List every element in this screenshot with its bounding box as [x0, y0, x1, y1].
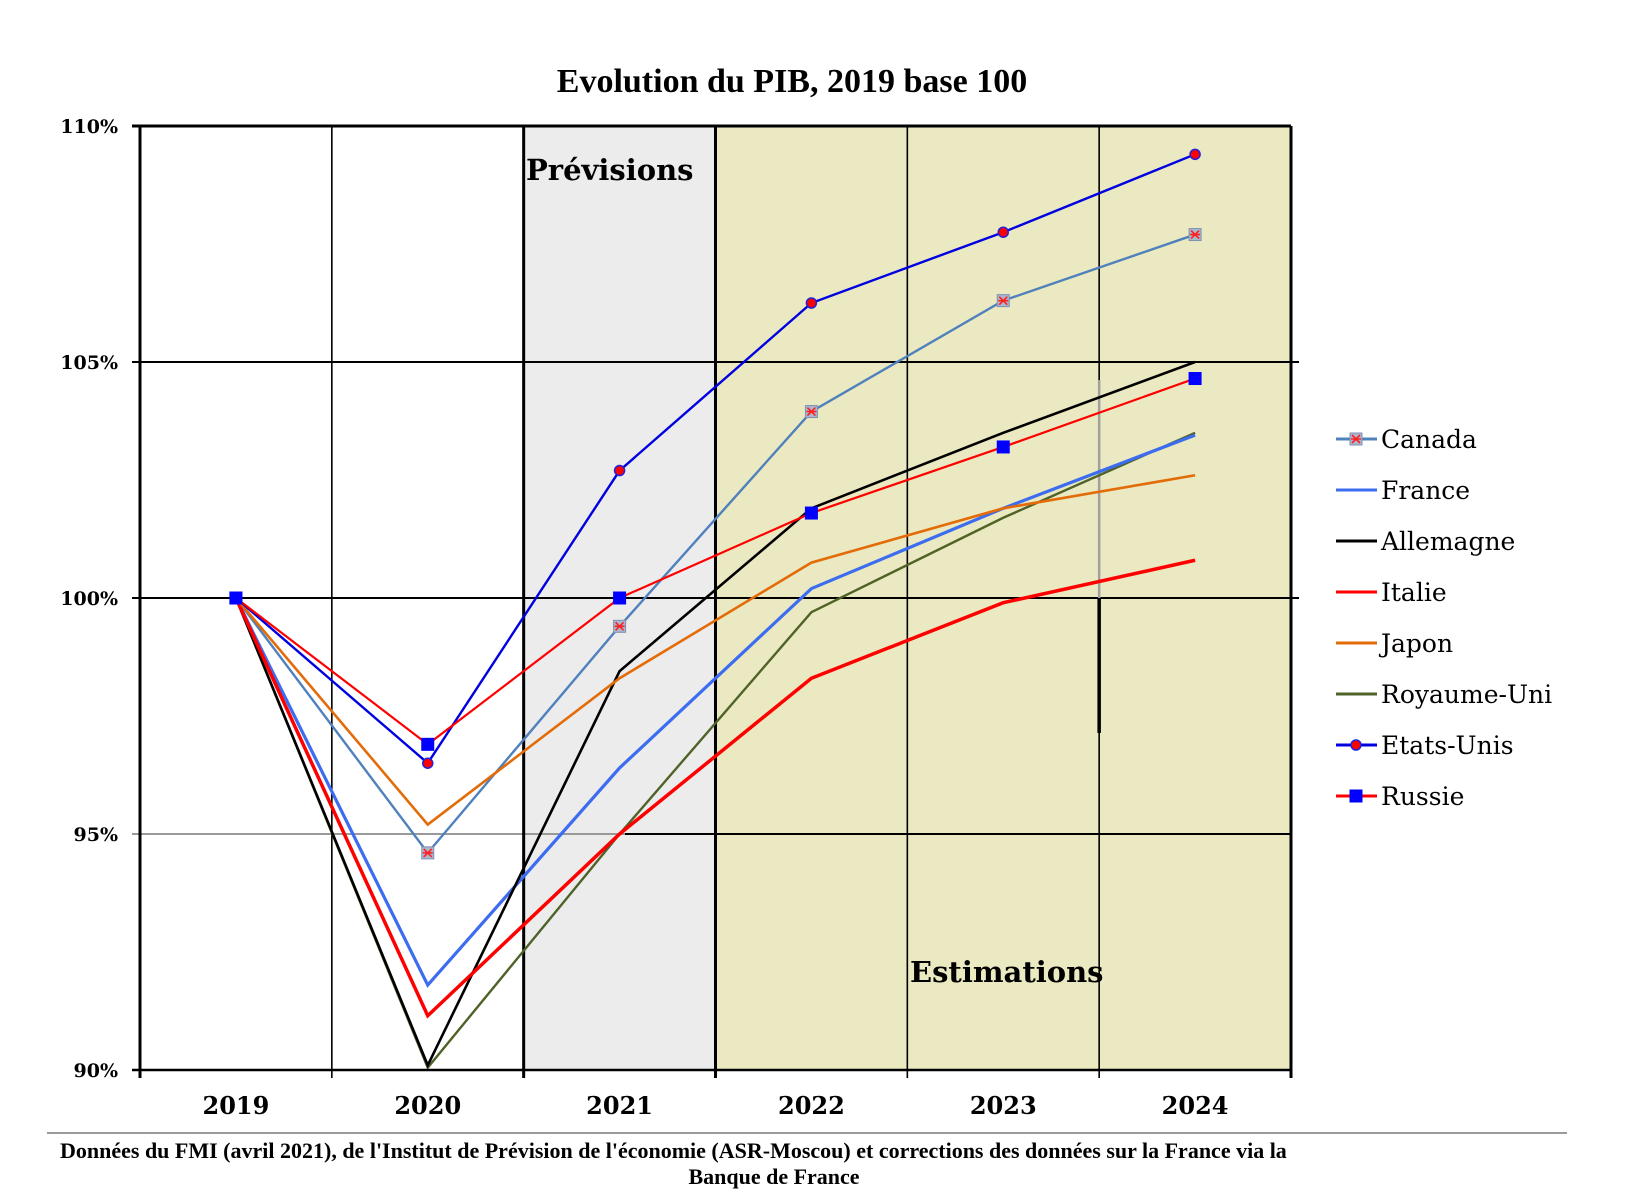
- y-axis-labels: 90% 95% 100% 105% 110%: [60, 116, 118, 1082]
- axes: [132, 124, 1293, 1078]
- series-france: [234, 433, 1196, 988]
- data-point: [997, 226, 1009, 238]
- data-point: [805, 297, 818, 309]
- legend-label: Canada: [1381, 425, 1477, 454]
- legend-item: Canada: [1336, 425, 1477, 454]
- x-tick-label: 2019: [203, 1091, 270, 1120]
- data-point: [229, 591, 243, 605]
- y-tick-label: 110%: [60, 116, 118, 138]
- legend-item: Allemagne: [1336, 527, 1515, 556]
- data-point: [1188, 372, 1202, 386]
- legend-label: Etats-Unis: [1381, 731, 1514, 760]
- chart-title: Evolution du PIB, 2019 base 100: [557, 63, 1027, 100]
- data-point: [804, 506, 818, 520]
- legend-marker: [1349, 789, 1363, 803]
- legend-item: Royaume-Uni: [1336, 680, 1552, 709]
- x-axis-labels: 2019 2020 2021 2022 2023 2024: [203, 1091, 1229, 1120]
- x-tick-label: 2024: [1162, 1091, 1229, 1120]
- legend-item: Etats-Unis: [1336, 731, 1514, 760]
- data-point: [1188, 228, 1202, 242]
- series-line: [234, 233, 1196, 855]
- legend-label: Allemagne: [1380, 527, 1515, 556]
- legend-label: Italie: [1381, 578, 1447, 607]
- data-point: [996, 294, 1010, 308]
- series-line: [235, 377, 1196, 746]
- previsions-label: Prévisions: [526, 153, 694, 187]
- legend-item: Russie: [1336, 782, 1464, 811]
- series-italie: [234, 558, 1196, 1019]
- legend-label: Japon: [1378, 629, 1453, 658]
- series-line: [234, 360, 1196, 1069]
- x-tick-label: 2022: [778, 1091, 845, 1120]
- y-tick-label: 95%: [74, 824, 119, 846]
- asterisk-icon: [806, 406, 817, 417]
- asterisk-icon: [422, 848, 433, 858]
- data-point: [1189, 148, 1201, 161]
- data-point: [422, 757, 434, 769]
- legend-item: Italie: [1336, 578, 1447, 607]
- legend-marker: [1350, 739, 1362, 751]
- legend-label: France: [1381, 476, 1470, 505]
- legend-item: Japon: [1336, 629, 1453, 658]
- x-tick-label: 2020: [394, 1091, 461, 1120]
- series-lines: [229, 148, 1202, 1070]
- gridlines: [132, 126, 1299, 1078]
- data-point: [996, 440, 1010, 454]
- series-line: [234, 558, 1196, 1019]
- asterisk-icon: [1190, 229, 1201, 240]
- asterisk-icon: [998, 296, 1009, 306]
- series-allemagne: [234, 360, 1196, 1069]
- series-line: [234, 473, 1196, 827]
- x-tick-label: 2023: [970, 1091, 1037, 1120]
- y-tick-label: 100%: [60, 588, 118, 610]
- asterisk-icon: [1351, 434, 1361, 444]
- legend: Canada France Allemagne Italie Japon Royaume-…: [1336, 425, 1552, 811]
- data-point: [613, 619, 627, 633]
- series-japon: [234, 473, 1196, 827]
- x-tick-label: 2021: [586, 1091, 653, 1120]
- footer-source-line1: Données du FMI (avril 2021), de l'Instit…: [60, 1138, 1287, 1163]
- legend-marker: [1349, 432, 1363, 446]
- y-tick-label: 105%: [60, 352, 118, 374]
- series-line: [234, 433, 1196, 988]
- data-point: [613, 591, 627, 605]
- footer-source-line2: Banque de France: [688, 1164, 859, 1189]
- series-russie: [229, 372, 1202, 751]
- data-point: [421, 737, 435, 751]
- asterisk-icon: [614, 621, 625, 631]
- y-tick-label: 90%: [74, 1060, 119, 1082]
- data-point: [421, 846, 435, 860]
- data-point: [804, 405, 818, 419]
- legend-item: France: [1336, 476, 1470, 505]
- series-line: [235, 153, 1196, 766]
- legend-label: Russie: [1381, 782, 1464, 811]
- legend-label: Royaume-Uni: [1381, 680, 1552, 709]
- data-point: [613, 464, 626, 477]
- estimations-label: Estimations: [910, 955, 1103, 989]
